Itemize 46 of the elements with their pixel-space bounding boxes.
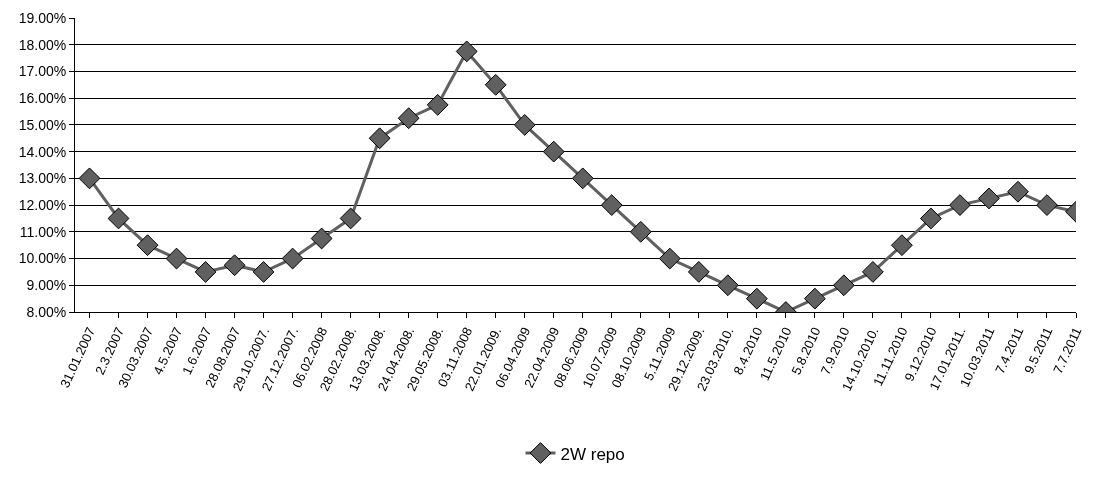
y-tick-label: 17.00% (18, 63, 67, 80)
point (397, 107, 420, 130)
point (658, 247, 681, 270)
point (629, 220, 652, 243)
y-tick-label: 13.00% (18, 170, 67, 187)
point (949, 194, 971, 216)
point (136, 234, 159, 257)
point (78, 167, 101, 190)
point (1007, 180, 1029, 203)
y-tick-label: 14.00% (18, 143, 67, 160)
point (862, 261, 884, 283)
point (165, 247, 188, 270)
point (571, 167, 594, 190)
point (832, 274, 855, 297)
point (223, 254, 246, 277)
point (1036, 194, 1058, 216)
point (107, 207, 130, 230)
point (542, 140, 565, 163)
point (484, 73, 507, 96)
y-tick-label: 11.00% (19, 223, 67, 240)
point (339, 207, 362, 230)
point (194, 261, 217, 283)
point (978, 187, 1000, 210)
point (368, 127, 391, 150)
point (600, 194, 623, 216)
y-tick-label: 19.00% (18, 9, 67, 26)
point (252, 261, 275, 283)
point (716, 274, 739, 297)
y-tick-label: 12.00% (18, 196, 67, 213)
point (281, 247, 304, 270)
point (891, 234, 913, 257)
y-tick-label: 16.00% (18, 90, 67, 107)
y-tick-label: 15.00% (18, 116, 67, 133)
point (920, 207, 942, 230)
point (513, 114, 536, 136)
point (310, 227, 333, 250)
point (803, 287, 826, 310)
point (426, 93, 449, 116)
y-tick-label: 10.00% (18, 250, 67, 267)
point (745, 287, 768, 310)
y-tick-label: 18.00% (18, 36, 67, 53)
y-tick-label: 8.00% (26, 303, 67, 320)
point (455, 40, 478, 63)
point (687, 261, 710, 283)
legend-label: 2W repo (560, 444, 625, 464)
y-tick-label: 9.00% (26, 277, 67, 294)
